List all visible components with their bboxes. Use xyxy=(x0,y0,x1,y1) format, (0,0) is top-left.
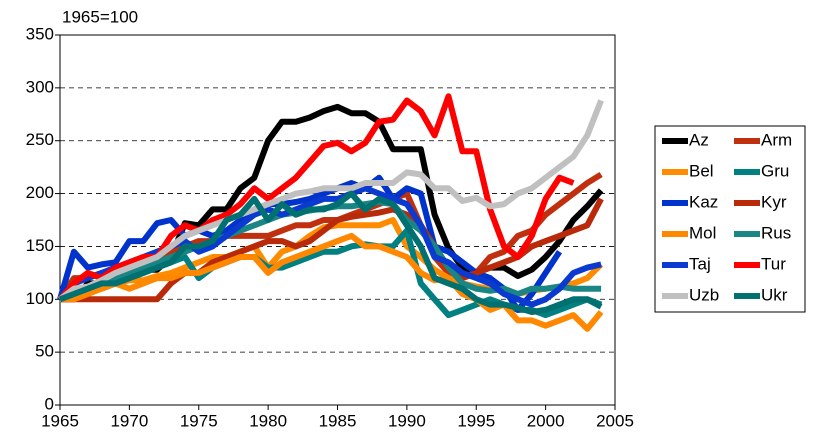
legend-label: Bel xyxy=(689,161,714,180)
legend-label: Tur xyxy=(761,254,786,273)
x-tick-label: 1980 xyxy=(249,411,287,430)
y-tick-label: 300 xyxy=(26,77,54,96)
y-tick-label: 350 xyxy=(26,24,54,43)
x-tick-label: 1975 xyxy=(180,411,218,430)
y-axis-label: 1965=100 xyxy=(62,7,138,26)
y-tick-label: 100 xyxy=(26,289,54,308)
legend-label: Gru xyxy=(761,161,789,180)
legend-label: Kyr xyxy=(761,192,787,211)
series-line xyxy=(60,232,604,332)
legend-label: Kaz xyxy=(689,192,718,211)
x-tick-label: 1985 xyxy=(319,411,357,430)
x-tick-label: 1990 xyxy=(388,411,426,430)
x-tick-label: 1965 xyxy=(41,411,79,430)
legend-label: Arm xyxy=(761,130,792,149)
legend-label: Taj xyxy=(689,254,711,273)
x-tick-label: 1995 xyxy=(457,411,495,430)
series-line xyxy=(58,99,604,302)
legend-label: Ukr xyxy=(761,285,788,304)
x-tick-label: 1970 xyxy=(110,411,148,430)
y-tick-label: 150 xyxy=(26,236,54,255)
plot-frame xyxy=(59,34,616,406)
legend-label: Az xyxy=(689,130,709,149)
legend-label: Rus xyxy=(761,223,791,242)
y-tick-label: 0 xyxy=(45,394,54,413)
y-tick-label: 250 xyxy=(26,130,54,149)
x-tick-label: 2005 xyxy=(596,411,634,430)
series-line xyxy=(58,190,603,315)
series-line xyxy=(57,93,575,302)
legend-label: Uzb xyxy=(689,285,719,304)
legend-box xyxy=(654,125,806,313)
series-line xyxy=(60,197,604,303)
legend-label: Mol xyxy=(689,223,716,242)
x-tick-label: 2000 xyxy=(527,411,565,430)
y-tick-label: 200 xyxy=(26,183,54,202)
y-tick-label: 50 xyxy=(35,342,54,361)
